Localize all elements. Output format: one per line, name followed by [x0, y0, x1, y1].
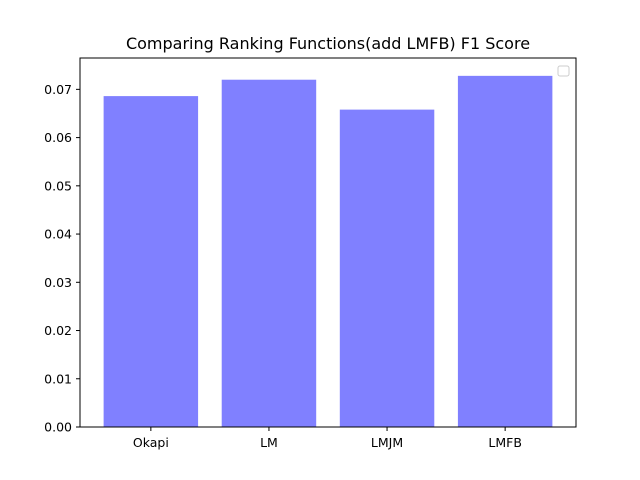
- y-tick-label: 0.06: [44, 130, 72, 145]
- y-axis: 0.00 0.01 0.02 0.03 0.04 0.05 0.06 0.07: [44, 82, 80, 435]
- x-tick-label: LMJM: [371, 435, 403, 450]
- bar-lm: [221, 79, 317, 428]
- x-tick-label: LM: [260, 435, 278, 450]
- y-tick-label: 0.07: [44, 82, 72, 97]
- y-tick-label: 0.03: [44, 275, 72, 290]
- bar-okapi: [103, 96, 199, 427]
- bars-group: [103, 75, 553, 428]
- plot-frame: [79, 57, 577, 428]
- x-axis: Okapi LM LMJM LMFB: [133, 427, 522, 450]
- chart-title: Comparing Ranking Functions(add LMFB) F1…: [126, 34, 530, 53]
- x-tick-label: Okapi: [133, 435, 169, 450]
- x-tick-label: LMFB: [488, 435, 522, 450]
- y-tick-label: 0.01: [44, 371, 72, 386]
- bar-lmfb: [457, 75, 553, 428]
- y-tick-label: 0.04: [44, 227, 72, 242]
- y-tick-label: 0.02: [44, 323, 72, 338]
- y-tick-label: 0.00: [44, 420, 72, 435]
- legend-box: [557, 65, 570, 77]
- bar-lmjm: [339, 109, 435, 428]
- y-tick-label: 0.05: [44, 178, 72, 193]
